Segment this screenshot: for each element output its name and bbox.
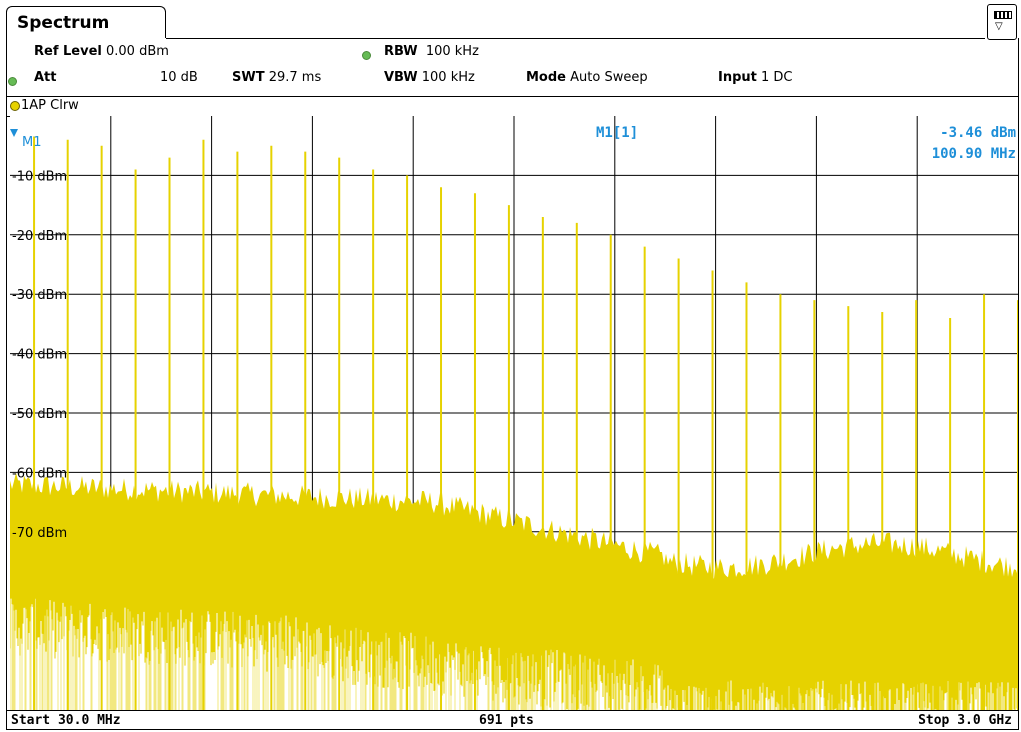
y-tick-label: -70 dBm [12,526,67,541]
frame-right-border [1018,38,1019,730]
window-menu-button[interactable]: ▽ [987,4,1017,40]
att-label: Att [34,70,57,85]
mode-info[interactable]: Mode Auto Sweep [526,70,648,85]
rbw-coupled-indicator-icon [362,51,371,60]
footer-bar: Start 30.0 MHz 691 pts Stop 3.0 GHz [7,710,1018,730]
swt-value: 29.7 ms [268,70,322,85]
input-value: 1 DC [761,70,793,85]
vbw-label: VBW [384,70,418,85]
att-value: 10 dB [160,70,198,85]
swt-label: SWT [232,70,265,85]
y-tick-label: -20 dBm [12,229,67,244]
vbw-value: 100 kHz [421,70,475,85]
sweep-points: 691 pts [479,713,534,728]
start-frequency: Start 30.0 MHz [11,713,121,728]
marker-m1-triangle-icon[interactable] [10,129,18,137]
att-coupled-indicator-icon [8,77,17,86]
trace-label: 1AP Clrw [21,98,79,113]
rbw-value: 100 kHz [425,44,479,59]
y-tick-label: -10 dBm [12,169,67,184]
spur-traces [33,136,1018,710]
marker-m1-label: M1 [22,135,42,150]
marker-readout-level: -3.46 dBm [940,125,1016,141]
y-tick-label: -40 dBm [12,348,67,363]
input-info[interactable]: Input 1 DC [718,70,793,85]
window-layout-icon [994,11,1012,19]
rbw-info[interactable]: RBW 100 kHz [384,44,479,59]
mode-value: Auto Sweep [570,70,648,85]
rbw-label: RBW [384,44,418,59]
swt-info[interactable]: SWT 29.7 ms [232,70,321,85]
vbw-info[interactable]: VBW 100 kHz [384,70,475,85]
y-tick-label: -30 dBm [12,288,67,303]
spectrum-tab-label: Spectrum [17,13,110,33]
mode-label: Mode [526,70,566,85]
marker-readout-label: M1[1] [596,125,638,141]
frame-left-border [6,38,7,730]
spectrum-tab[interactable]: Spectrum [6,6,166,38]
ref-level-info: Ref Level 0.00 dBm [34,44,169,59]
trace-info-row: 1AP Clrw [7,96,1018,117]
ref-level-value: 0.00 dBm [106,44,169,59]
tab-divider [166,38,985,39]
dropdown-triangle-icon: ▽ [995,21,1003,32]
stop-frequency: Stop 3.0 GHz [918,713,1012,728]
y-tick-label: -60 dBm [12,466,67,481]
y-tick-label: -50 dBm [12,407,67,422]
spectrum-plot[interactable]: -10 dBm -20 dBm -30 dBm -40 dBm -50 dBm -60 d… [10,116,1018,710]
trace-indicator-icon [10,101,20,111]
marker-readout-frequency: 100.90 MHz [932,146,1016,162]
att-label-wrap[interactable]: Att [34,70,57,85]
input-label: Input [718,70,757,85]
plot-grid [10,116,1018,710]
ref-level-label: Ref Level [34,44,102,59]
y-axis-labels: -10 dBm -20 dBm -30 dBm -40 dBm -50 dBm -60 d… [12,169,67,540]
